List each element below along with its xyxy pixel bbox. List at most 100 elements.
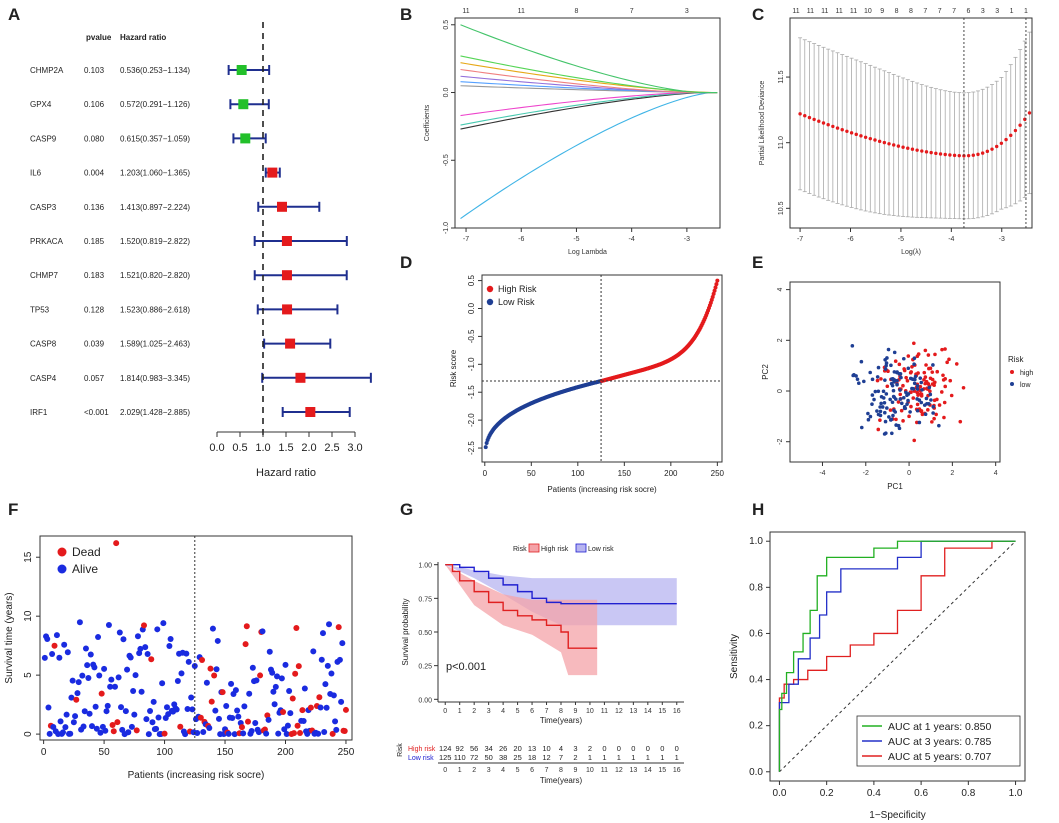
alive-point	[274, 673, 281, 680]
risk-count-high: 0	[617, 744, 621, 753]
pca-point-high	[961, 385, 966, 390]
pca-point-high	[923, 348, 928, 353]
pca-point-high	[923, 375, 928, 379]
alive-point	[56, 654, 63, 661]
alive-point	[185, 658, 192, 665]
alive-point	[301, 685, 308, 692]
hr-marker	[238, 99, 249, 110]
pca-point-low	[920, 388, 924, 392]
legend-marker-low	[486, 298, 494, 306]
top-tick-label: 11	[518, 8, 525, 15]
alive-point	[317, 704, 324, 711]
risk-count-high: 0	[646, 744, 650, 753]
deviance-point	[952, 153, 957, 158]
alive-point	[108, 676, 115, 683]
alive-point	[231, 731, 238, 738]
deviance-point	[1027, 111, 1032, 115]
top-tick-label: 11	[807, 8, 814, 15]
y-tick-label: 0.5	[467, 274, 476, 286]
top-tick-label: 7	[952, 8, 956, 15]
y-tick-label: 11.0	[778, 136, 785, 149]
x-tick-label: 7	[545, 708, 549, 715]
alive-point	[142, 644, 149, 651]
pca-point-high	[947, 357, 951, 362]
deviance-point	[995, 144, 999, 149]
hr-marker	[240, 133, 251, 144]
dead-point	[73, 696, 80, 703]
top-tick-label: 7	[923, 8, 927, 15]
alive-point	[89, 723, 95, 730]
deviance-point	[910, 147, 915, 151]
deviance-point	[1018, 123, 1022, 127]
plot-frame	[454, 17, 721, 229]
dead-point	[289, 695, 296, 702]
alive-point	[57, 718, 64, 725]
alive-point	[137, 645, 144, 652]
pca-point-high	[933, 352, 937, 357]
alive-point	[160, 620, 167, 627]
alive-point	[159, 680, 166, 687]
x-tick-label: 0.0	[772, 788, 786, 799]
alive-point	[200, 728, 207, 735]
dead-point	[109, 721, 116, 728]
pca-point-low	[851, 373, 855, 378]
pca-point-low	[891, 413, 895, 418]
alive-point	[173, 706, 180, 713]
pca-point-high	[928, 376, 933, 381]
alive-point	[252, 719, 259, 726]
deviance-point	[812, 117, 816, 122]
dead-point	[243, 623, 250, 630]
x-tick-label: 13	[629, 708, 637, 715]
deviance-point	[807, 115, 812, 120]
x-tick-label: 0	[483, 469, 488, 478]
x-tick-label: 14	[644, 708, 652, 715]
risk-count-high: 0	[660, 744, 664, 753]
pca-point-low	[906, 366, 911, 371]
risk-count-high: 20	[513, 744, 521, 753]
y-tick-label: 2	[777, 338, 784, 342]
x-axis-title: PC1	[887, 482, 903, 491]
alive-point	[272, 683, 279, 690]
pvalue-label: 0.057	[84, 374, 105, 383]
alive-point	[97, 729, 104, 736]
top-tick-label: 1	[1024, 8, 1028, 15]
risk-count-low: 72	[470, 753, 478, 762]
alive-point	[167, 636, 174, 643]
dead-point	[329, 730, 336, 737]
pca-point-high	[935, 369, 940, 374]
alive-point	[116, 629, 123, 636]
alive-point	[68, 694, 75, 701]
risk-count-low: 1	[631, 753, 635, 762]
pca-point-low	[850, 344, 855, 348]
pca-point-high	[942, 415, 946, 420]
deviance-point	[920, 149, 924, 153]
deviance-point	[1013, 128, 1018, 133]
deviance-point	[985, 149, 990, 154]
pca-point-low	[937, 423, 941, 428]
alive-point	[324, 662, 331, 669]
pca-point-low	[889, 417, 894, 422]
panel-label-e: E	[752, 253, 763, 272]
pvalue-label: 0.080	[84, 134, 105, 143]
alive-point	[278, 675, 285, 682]
y-axis-title: Survival time (years)	[4, 592, 15, 683]
pca-point-low	[892, 408, 896, 413]
alive-point	[69, 677, 76, 684]
alive-point	[184, 705, 191, 712]
risk-count-low: 38	[499, 753, 507, 762]
risk-x-tick-label: 11	[601, 767, 608, 774]
deviance-point	[1004, 137, 1008, 142]
alive-point	[336, 656, 343, 663]
panel-label-c: C	[752, 5, 764, 24]
pca-point-high	[937, 403, 942, 407]
alive-point	[132, 672, 139, 679]
alive-point	[212, 707, 219, 714]
forest-plot-panel: pvalue Hazard ratio CHMP2A 0.103 0.536(0.253…	[30, 22, 372, 479]
alive-point	[234, 707, 241, 714]
risk-count-high: 34	[484, 744, 492, 753]
pca-point-low	[899, 375, 903, 380]
col-header-hazard-ratio: Hazard ratio	[120, 33, 166, 42]
hazard-ratio-label: 1.589(1.025−2.463)	[120, 340, 190, 349]
alive-point	[163, 704, 170, 711]
pca-point-low	[875, 375, 880, 379]
